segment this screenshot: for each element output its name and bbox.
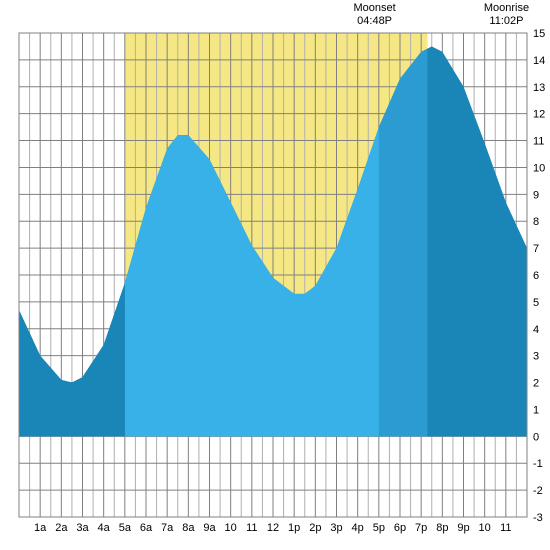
svg-text:4a: 4a xyxy=(98,522,111,534)
svg-text:14: 14 xyxy=(533,55,545,67)
moonset-time: 04:48P xyxy=(357,15,392,27)
svg-text:12: 12 xyxy=(533,109,545,121)
svg-text:9p: 9p xyxy=(457,522,469,534)
svg-text:8: 8 xyxy=(533,216,539,228)
svg-text:12: 12 xyxy=(267,522,279,534)
svg-text:11: 11 xyxy=(533,136,544,148)
svg-text:7p: 7p xyxy=(415,522,427,534)
svg-text:9a: 9a xyxy=(203,522,216,534)
svg-text:15: 15 xyxy=(533,28,545,40)
svg-text:5p: 5p xyxy=(373,522,385,534)
svg-text:-3: -3 xyxy=(533,512,543,524)
svg-text:4: 4 xyxy=(533,324,539,336)
svg-text:10: 10 xyxy=(479,522,491,534)
svg-text:5a: 5a xyxy=(119,522,132,534)
svg-text:4p: 4p xyxy=(352,522,364,534)
svg-text:3a: 3a xyxy=(76,522,89,534)
moonrise-title: Moonrise xyxy=(484,2,529,14)
chart-svg: 1a2a3a4a5a6a7a8a9a1011121p2p3p4p5p6p7p8p… xyxy=(0,0,550,550)
moonset-label: Moonset 04:48P xyxy=(345,2,405,28)
svg-text:1p: 1p xyxy=(288,522,300,534)
svg-text:1a: 1a xyxy=(34,522,47,534)
svg-text:-1: -1 xyxy=(533,458,543,470)
svg-text:2a: 2a xyxy=(55,522,68,534)
svg-text:3: 3 xyxy=(533,351,539,363)
svg-text:2p: 2p xyxy=(309,522,321,534)
svg-text:2: 2 xyxy=(533,378,539,390)
moonrise-time: 11:02P xyxy=(489,15,523,27)
svg-text:11: 11 xyxy=(246,522,257,534)
svg-text:11: 11 xyxy=(500,522,511,534)
moonset-title: Moonset xyxy=(353,2,395,14)
svg-text:6p: 6p xyxy=(394,522,406,534)
svg-text:10: 10 xyxy=(225,522,237,534)
svg-text:0: 0 xyxy=(533,431,539,443)
svg-text:-2: -2 xyxy=(533,485,543,497)
svg-text:7a: 7a xyxy=(161,522,174,534)
svg-text:5: 5 xyxy=(533,297,539,309)
tide-chart: 1a2a3a4a5a6a7a8a9a1011121p2p3p4p5p6p7p8p… xyxy=(0,0,550,550)
svg-text:3p: 3p xyxy=(330,522,342,534)
moonrise-label: Moonrise 11:02P xyxy=(476,2,536,28)
svg-text:7: 7 xyxy=(533,243,539,255)
svg-text:9: 9 xyxy=(533,189,539,201)
svg-text:1: 1 xyxy=(533,404,539,416)
svg-text:6a: 6a xyxy=(140,522,153,534)
svg-text:10: 10 xyxy=(533,162,545,174)
svg-text:8p: 8p xyxy=(436,522,448,534)
svg-text:13: 13 xyxy=(533,82,545,94)
svg-text:8a: 8a xyxy=(182,522,195,534)
svg-text:6: 6 xyxy=(533,270,539,282)
